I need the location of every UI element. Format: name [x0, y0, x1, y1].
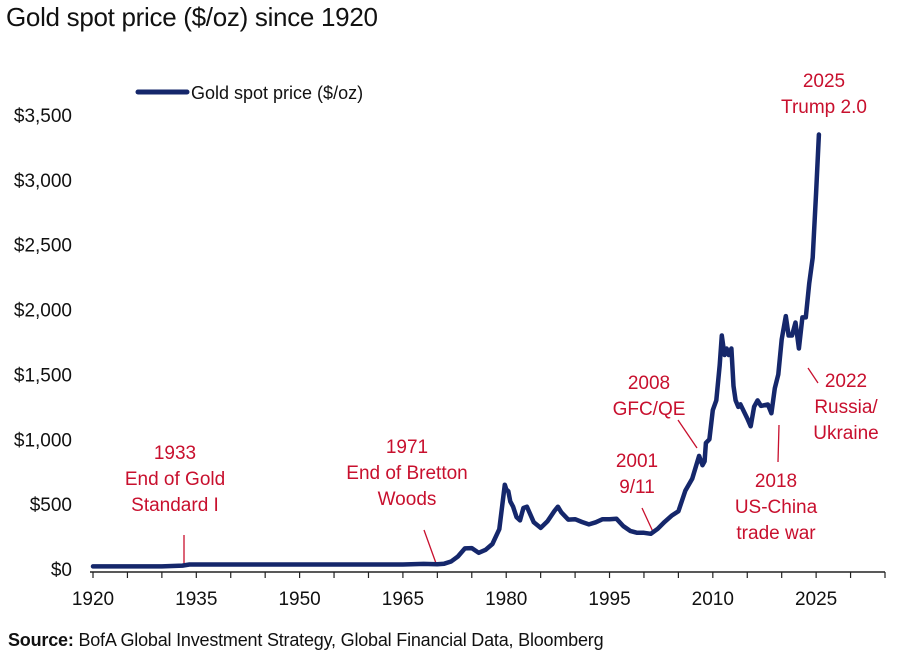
- y-tick-label: $500: [30, 495, 72, 516]
- annotation-text: 2025: [803, 71, 845, 92]
- x-tick-label: 1965: [382, 589, 424, 610]
- y-tick-label: $1,000: [14, 430, 72, 451]
- legend: Gold spot price ($/oz): [135, 83, 363, 103]
- annotation-text: 2001: [616, 451, 658, 472]
- annotation-leader-line: [641, 507, 655, 535]
- legend-label: Gold spot price ($/oz): [191, 83, 363, 103]
- y-tick-label: $2,000: [14, 301, 72, 322]
- annotation-text: GFC/QE: [613, 399, 686, 420]
- annotation-text: Standard I: [131, 495, 219, 516]
- source-note: Source: BofA Global Investment Strategy,…: [8, 630, 604, 651]
- x-tick-label: 2025: [795, 589, 837, 610]
- annotation-text: End of Bretton: [346, 463, 467, 484]
- annotation-leader-line: [807, 367, 819, 384]
- series-line-gold-price: [90, 132, 822, 569]
- series-group: [90, 132, 822, 569]
- annotation-text: Russia/: [814, 397, 878, 418]
- y-tick-label: $0: [51, 560, 72, 581]
- y-tick-label: $2,500: [14, 236, 72, 257]
- y-axis-labels: $0 $500 $1,000 $1,500 $2,000 $2,500 $3,000 $3,5…: [14, 106, 72, 581]
- annotation-leader-line: [677, 419, 698, 449]
- annotation-text: 9/11: [619, 477, 655, 498]
- annotation-text: Trump 2.0: [781, 97, 867, 118]
- annotation-text: 1971: [386, 437, 428, 458]
- x-axis: 1920 1935 1950 1965 1980 1995 2010 2025: [72, 571, 886, 610]
- annotation-2008: 2008 GFC/QE: [613, 373, 698, 449]
- annotation-2001: 2001 9/11: [616, 451, 658, 535]
- annotation-text: Ukraine: [813, 423, 878, 444]
- chart-title: Gold spot price ($/oz) since 1920: [6, 2, 378, 32]
- annotation-text: 2022: [825, 371, 867, 392]
- annotation-1971: 1971 End of Bretton Woods: [346, 437, 468, 567]
- annotation-1933: 1933 End of Gold Standard I: [125, 443, 225, 566]
- annotation-text: End of Gold: [125, 469, 225, 490]
- annotation-leader-line: [423, 529, 438, 567]
- source-text: BofA Global Investment Strategy, Global …: [78, 630, 604, 650]
- x-tick-label: 1950: [278, 589, 320, 610]
- y-tick-label: $1,500: [14, 365, 72, 386]
- annotation-2018: 2018 US-China trade war: [735, 424, 818, 544]
- gold-price-chart: $0 $500 $1,000 $1,500 $2,000 $2,500 $3,000 $3,5…: [14, 71, 886, 610]
- x-tick-label: 1995: [588, 589, 630, 610]
- annotation-text: 2008: [628, 373, 670, 394]
- annotation-text: Woods: [378, 489, 437, 510]
- annotation-text: 1933: [154, 443, 196, 464]
- y-tick-label: $3,000: [14, 171, 72, 192]
- y-tick-label: $3,500: [14, 106, 72, 127]
- x-tick-label: 1920: [72, 589, 114, 610]
- annotation-text: 2018: [755, 471, 797, 492]
- annotation-leader-line: [777, 424, 780, 463]
- source-label: Source:: [8, 630, 74, 650]
- annotations: 1933 End of Gold Standard I 1971 End of Bret…: [125, 71, 879, 567]
- annotation-2022: 2022 Russia/Ukraine: [807, 367, 879, 444]
- x-tick-label: 2010: [692, 589, 734, 610]
- annotation-text: US-China: [735, 497, 818, 518]
- x-tick-label: 1935: [175, 589, 217, 610]
- annotation-text: trade war: [736, 523, 816, 544]
- annotation-2025: 2025 Trump 2.0: [781, 71, 867, 118]
- x-tick-label: 1980: [485, 589, 527, 610]
